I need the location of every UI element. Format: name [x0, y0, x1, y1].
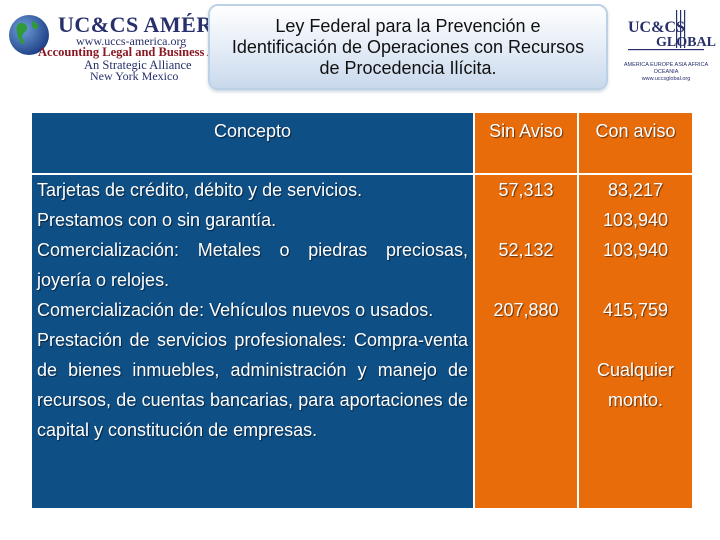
page-title: Ley Federal para la Prevención e Identif… [231, 15, 585, 78]
table-cell-con-aviso: 103,940 [602, 210, 669, 230]
sin-aviso-column-bg [475, 113, 579, 508]
table-row-concepto: Prestamos con o sin garantía. [37, 210, 277, 230]
page-title-box: Ley Federal para la Prevención e Identif… [208, 4, 608, 90]
table-cell-sin-aviso: 57,313 [498, 180, 554, 200]
header-divider [32, 173, 692, 175]
con-aviso-column-bg [579, 113, 692, 508]
right-logo-url: www.uccsglobal.org [641, 76, 691, 82]
concept-column-bg [32, 113, 475, 508]
header-con-aviso: Con aviso [595, 121, 676, 141]
header-sin-aviso: Sin Aviso [489, 121, 563, 141]
table-row-concepto: Tarjetas de crédito, débito y de servici… [37, 180, 363, 200]
right-logo-continents: AMERICA EUROPE ASIA AFRICA OCEANIA [623, 62, 709, 75]
brand-tagline: Accounting Legal and Business Advi [38, 45, 233, 59]
right-logo-brand-bottom: GLOBAL [656, 35, 716, 50]
table-row-concepto: Prestación de servicios profesionales: C… [37, 330, 468, 440]
table-cell-con-aviso: 83,217 [607, 180, 664, 200]
uccs-america-logo: UC&CS AMÉRICA www.uccs-america.org Accou… [4, 4, 254, 83]
table-cell-con-aviso: Cualquier monto. [596, 360, 675, 410]
brand-alliance: An Strategic Alliance [84, 58, 192, 72]
concept-list: Tarjetas de crédito, débito y de servici… [37, 175, 468, 445]
column-divider [473, 113, 475, 508]
header-concepto: Concepto [213, 121, 292, 141]
thresholds-table: Concepto Sin Aviso Con aviso Tarjetas de… [32, 113, 692, 508]
table-cell-con-aviso: 415,759 [602, 300, 669, 320]
uccs-global-emblem-icon: UC&CS GLOBAL [628, 10, 716, 51]
table-row-concepto: Comercialización de: Vehículos nuevos o … [37, 300, 434, 320]
right-logo-brand-top: UC&CS [628, 19, 685, 36]
brand-url: www.uccs-america.org [76, 34, 187, 48]
globe-icon [9, 15, 49, 55]
table-cell-sin-aviso: 207,880 [493, 300, 559, 320]
right-logo-text: AMERICA EUROPE ASIA AFRICA OCEANIA www.u… [614, 62, 718, 83]
table-cell-sin-aviso: 52,132 [498, 240, 554, 260]
table-row-concepto: Comercialización: Metales o piedras prec… [37, 240, 468, 290]
column-divider [577, 113, 579, 508]
uccs-global-logo: UC&CS GLOBAL AMERICA EUROPE ASIA AFRICA … [614, 6, 718, 83]
table-cell-con-aviso: 103,940 [602, 240, 669, 260]
brand-cities: New York Mexico [90, 69, 179, 83]
